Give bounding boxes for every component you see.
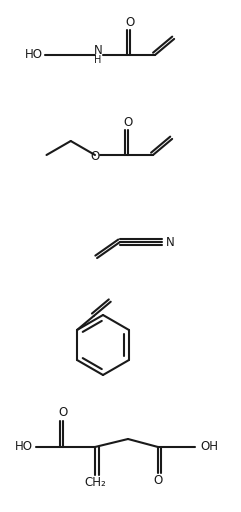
Text: O: O (153, 475, 163, 487)
Text: OH: OH (200, 440, 218, 454)
Text: O: O (58, 407, 68, 419)
Text: O: O (90, 150, 100, 162)
Text: HO: HO (25, 49, 43, 61)
Text: O: O (123, 116, 133, 129)
Text: H: H (94, 55, 102, 65)
Text: N: N (94, 45, 102, 57)
Text: CH₂: CH₂ (84, 477, 106, 489)
Text: O: O (125, 15, 135, 29)
Text: HO: HO (15, 440, 33, 454)
Text: N: N (166, 236, 174, 248)
